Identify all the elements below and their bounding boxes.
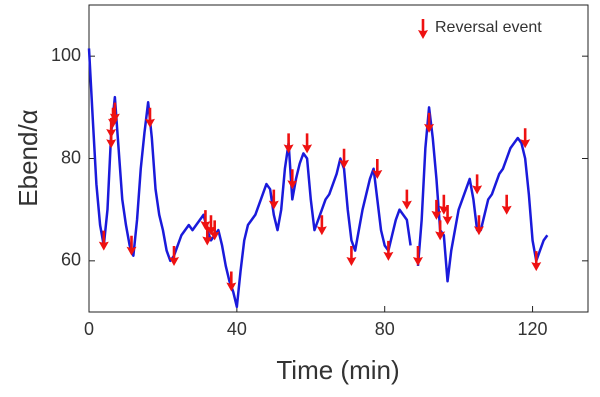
reversal-arrow (202, 225, 213, 246)
reversal-arrow (283, 133, 294, 154)
legend-arrow (418, 19, 428, 39)
reversal-arrow (520, 128, 531, 149)
reversal-arrow (144, 107, 155, 128)
x-tick-label: 80 (375, 319, 395, 339)
y-tick-label: 60 (61, 250, 81, 270)
reversal-arrow (473, 215, 484, 236)
y-axis-label: Ebend/α (13, 109, 43, 206)
reversal-arrow (383, 240, 394, 261)
reversal-arrow (472, 174, 483, 195)
reversal-arrow (98, 230, 109, 251)
y-tick-label: 100 (51, 45, 81, 65)
line-series (87, 48, 549, 309)
reversal-arrow (106, 128, 117, 149)
reversal-arrow (316, 215, 327, 236)
reversal-arrow (424, 112, 435, 133)
x-axis-label: Time (min) (276, 355, 399, 385)
reversal-arrow (531, 251, 542, 272)
reversal-arrow (372, 158, 383, 179)
reversal-arrow (431, 199, 442, 220)
reversal-arrow (287, 169, 298, 190)
x-tick-label: 40 (227, 319, 247, 339)
reversal-arrow (109, 102, 120, 123)
y-tick-label: 80 (61, 147, 81, 167)
reversal-arrow (442, 205, 453, 226)
reversal-arrow (268, 189, 279, 210)
x-tick-label: 120 (518, 319, 548, 339)
reversal-arrow (412, 245, 423, 266)
reversal-arrow (339, 148, 350, 169)
reversal-arrow (302, 133, 313, 154)
legend-label: Reversal event (435, 19, 542, 36)
reversal-arrow (226, 271, 237, 292)
x-tick-label: 0 (84, 319, 94, 339)
reversal-arrow (501, 194, 512, 215)
reversal-arrow (126, 235, 137, 256)
reversal-arrow (209, 220, 220, 241)
reversal-arrow (169, 245, 180, 266)
reversal-arrow (346, 245, 357, 266)
reversal-arrow (435, 220, 446, 241)
reversal-arrow (106, 118, 117, 139)
reversal-arrow (200, 210, 211, 231)
plot-frame (88, 4, 589, 313)
reversal-arrow (401, 189, 412, 210)
